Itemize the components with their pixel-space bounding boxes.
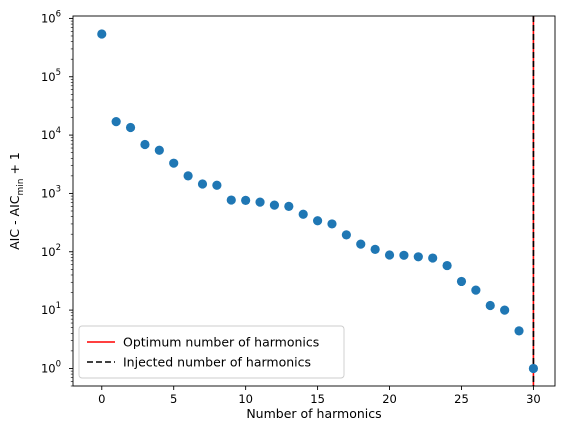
y-axis-label-main: AIC - AIC xyxy=(7,195,22,250)
data-point xyxy=(298,209,308,219)
y-tick-label: 103 xyxy=(41,184,61,200)
data-point xyxy=(140,139,150,150)
data-point xyxy=(528,363,539,374)
y-axis-label: AIC - AICmin + 1 xyxy=(7,152,26,250)
data-point xyxy=(341,230,351,240)
data-point xyxy=(212,180,222,190)
data-point xyxy=(485,300,495,311)
plot-marks xyxy=(97,16,539,386)
data-point xyxy=(197,179,208,189)
data-point xyxy=(428,253,438,263)
y-tick-label: 105 xyxy=(41,68,61,84)
data-point xyxy=(111,117,121,127)
x-tick-label: 25 xyxy=(454,392,469,406)
data-point xyxy=(500,305,510,315)
legend-label: Injected number of harmonics xyxy=(123,355,311,370)
legend-box xyxy=(78,325,345,379)
x-tick-label: 30 xyxy=(526,392,541,406)
x-tick-label: 0 xyxy=(98,392,105,406)
x-tick-label: 5 xyxy=(170,392,177,406)
x-axis-label: Number of harmonics xyxy=(246,406,381,421)
data-point xyxy=(327,219,337,229)
x-axis-ticks: 0 5 10 15 20 25 30 xyxy=(98,386,541,406)
data-point xyxy=(226,195,236,205)
data-point xyxy=(413,252,423,262)
data-point xyxy=(125,122,136,133)
y-tick-label: 104 xyxy=(41,126,61,142)
legend: Optimum number of harmonics Injected numb… xyxy=(78,325,345,379)
data-point xyxy=(97,29,107,39)
data-point xyxy=(399,250,409,260)
y-axis-label-subscript: min xyxy=(16,179,26,196)
data-point xyxy=(384,250,395,260)
data-point xyxy=(312,216,323,226)
x-tick-label: 15 xyxy=(310,392,325,406)
data-point xyxy=(183,171,193,181)
data-point xyxy=(356,239,366,249)
y-tick-label: 102 xyxy=(41,243,61,259)
data-point xyxy=(241,195,251,205)
y-tick-label: 101 xyxy=(41,301,61,317)
legend-label: Optimum number of harmonics xyxy=(123,335,319,350)
data-point xyxy=(442,260,452,271)
data-point xyxy=(269,200,280,210)
data-point xyxy=(255,197,265,207)
data-point xyxy=(456,276,467,287)
y-tick-label: 100 xyxy=(41,359,61,375)
data-point xyxy=(154,145,164,155)
data-point xyxy=(514,326,524,336)
x-tick-label: 10 xyxy=(238,392,253,406)
data-point xyxy=(169,158,179,168)
y-axis-label-suffix: + 1 xyxy=(7,152,22,178)
data-point xyxy=(284,201,294,211)
data-point xyxy=(471,285,481,295)
y-tick-label: 106 xyxy=(41,9,61,25)
x-tick-label: 20 xyxy=(382,392,397,406)
plot-frame xyxy=(72,15,556,387)
data-point xyxy=(370,244,380,254)
y-axis-ticks: 100 101 102 103 104 105 106 xyxy=(41,9,73,387)
